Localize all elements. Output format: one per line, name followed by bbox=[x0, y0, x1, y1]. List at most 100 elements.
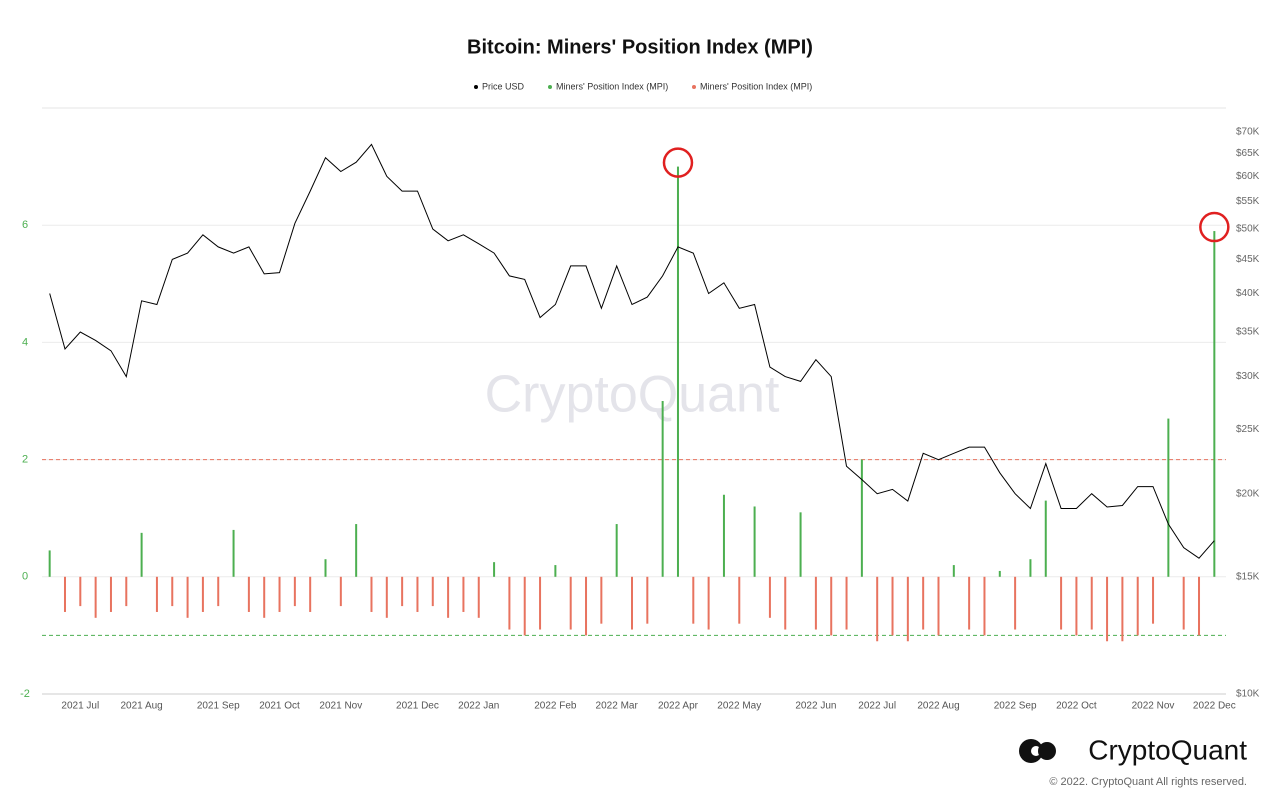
mpi-bar bbox=[523, 576, 526, 636]
mpi-bar bbox=[1044, 500, 1047, 577]
legend-label: Miners' Position Index (MPI) bbox=[700, 81, 812, 91]
mpi-bar bbox=[876, 576, 879, 642]
mpi-bar bbox=[646, 576, 649, 624]
mpi-bar bbox=[79, 576, 82, 607]
legend-label: Price USD bbox=[482, 81, 525, 91]
mpi-bar bbox=[125, 576, 128, 607]
mpi-bar bbox=[722, 494, 725, 577]
mpi-bar bbox=[94, 576, 97, 618]
mpi-bar bbox=[370, 576, 373, 612]
x-tick-label: 2021 Nov bbox=[319, 701, 362, 712]
mpi-bar bbox=[1014, 576, 1017, 630]
mpi-bar bbox=[983, 576, 986, 636]
mpi-bar bbox=[447, 576, 450, 618]
mpi-bar bbox=[1029, 559, 1032, 577]
x-tick-label: 2022 Mar bbox=[596, 701, 639, 712]
mpi-bar bbox=[385, 576, 388, 618]
x-tick-label: 2021 Sep bbox=[197, 701, 240, 712]
mpi-bar bbox=[1213, 231, 1216, 577]
mpi-bar bbox=[493, 562, 496, 577]
y2-tick-label: $60K bbox=[1236, 171, 1260, 182]
mpi-bar bbox=[278, 576, 281, 612]
y2-tick-label: $10K bbox=[1236, 689, 1260, 700]
highlight-circle bbox=[1199, 211, 1230, 243]
mpi-bar bbox=[109, 576, 112, 612]
mpi-bar bbox=[998, 570, 1001, 577]
mpi-bar bbox=[814, 576, 817, 630]
brand-name: CryptoQuant bbox=[1088, 734, 1247, 765]
mpi-bar bbox=[186, 576, 189, 618]
brand-logo bbox=[1019, 739, 1056, 763]
mpi-bar bbox=[922, 576, 925, 630]
x-tick-label: 2022 Dec bbox=[1193, 701, 1236, 712]
mpi-bar bbox=[508, 576, 511, 630]
mpi-bar bbox=[155, 576, 158, 612]
mpi-bar bbox=[232, 529, 235, 577]
highlight-circle bbox=[662, 147, 694, 178]
x-tick-label: 2022 Sep bbox=[994, 701, 1037, 712]
mpi-bar bbox=[1198, 576, 1201, 636]
mpi-bar bbox=[968, 576, 971, 630]
mpi-bar bbox=[676, 166, 679, 577]
y2-tick-label: $70K bbox=[1236, 126, 1260, 137]
y2-tick-label: $20K bbox=[1236, 488, 1260, 499]
mpi-bar bbox=[431, 576, 434, 607]
mpi-bar bbox=[707, 576, 710, 630]
mpi-bar bbox=[1106, 576, 1109, 642]
mpi-bar bbox=[1075, 576, 1078, 636]
mpi-bar bbox=[1090, 576, 1093, 630]
y2-tick-label: $35K bbox=[1236, 327, 1260, 338]
y2-tick-label: $40K bbox=[1236, 288, 1260, 299]
x-tick-label: 2022 Apr bbox=[658, 701, 699, 712]
y-tick-label: 0 bbox=[22, 571, 28, 583]
mpi-bar bbox=[539, 576, 542, 630]
mpi-bar bbox=[416, 576, 419, 612]
legend-label: Miners' Position Index (MPI) bbox=[556, 81, 668, 91]
mpi-bar bbox=[631, 576, 633, 630]
mpi-bar bbox=[171, 576, 174, 607]
x-tick-label: 2022 Jan bbox=[458, 701, 499, 712]
mpi-bar bbox=[661, 401, 664, 577]
mpi-bar bbox=[1121, 576, 1124, 642]
x-tick-label: 2021 Jul bbox=[61, 701, 99, 712]
mpi-bar bbox=[891, 576, 894, 636]
mpi-bar bbox=[615, 524, 618, 577]
y-tick-label: 6 bbox=[22, 219, 28, 231]
y-tick-label: 4 bbox=[22, 336, 28, 348]
chart-title: Bitcoin: Miners' Position Index (MPI) bbox=[467, 36, 813, 58]
mpi-bar bbox=[401, 576, 404, 607]
y-tick-label: 2 bbox=[22, 454, 28, 466]
mpi-bar bbox=[1060, 576, 1063, 630]
legend-dot bbox=[474, 85, 478, 89]
mpi-bar bbox=[569, 576, 572, 630]
mpi-bar bbox=[1182, 576, 1185, 630]
mpi-bar bbox=[554, 565, 557, 577]
x-tick-label: 2021 Dec bbox=[396, 701, 439, 712]
mpi-bar bbox=[600, 576, 603, 624]
y2-tick-label: $65K bbox=[1236, 148, 1260, 159]
copyright: © 2022. CryptoQuant All rights reserved. bbox=[1049, 776, 1247, 788]
mpi-bar bbox=[738, 576, 741, 624]
mpi-bar bbox=[585, 576, 588, 636]
legend-dot bbox=[692, 85, 696, 89]
mpi-bar bbox=[201, 576, 204, 612]
y2-tick-label: $25K bbox=[1236, 424, 1260, 435]
mpi-bar bbox=[324, 559, 327, 577]
mpi-bar bbox=[1136, 576, 1139, 636]
mpi-bar bbox=[462, 576, 465, 612]
watermark: CryptoQuant bbox=[485, 366, 780, 424]
mpi-bar bbox=[1152, 576, 1155, 624]
mpi-bar bbox=[799, 512, 802, 577]
mpi-bar bbox=[768, 576, 771, 618]
y2-tick-label: $55K bbox=[1236, 196, 1260, 207]
mpi-bar bbox=[48, 550, 51, 577]
x-tick-label: 2022 Oct bbox=[1056, 701, 1097, 712]
legend-dot bbox=[548, 85, 552, 89]
y2-tick-label: $15K bbox=[1236, 571, 1260, 582]
mpi-bar bbox=[860, 459, 863, 577]
price-line bbox=[49, 143, 1215, 559]
y2-tick-label: $45K bbox=[1236, 254, 1260, 265]
mpi-bar bbox=[140, 532, 143, 577]
mpi-bar bbox=[309, 576, 312, 612]
